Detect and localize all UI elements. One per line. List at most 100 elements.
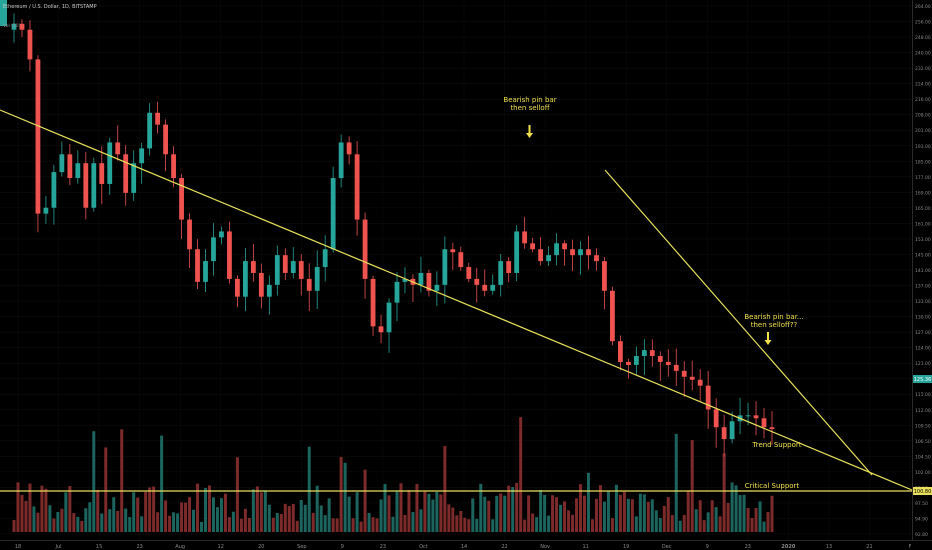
volume-bar [694,509,698,532]
x-tick-label: Jul [55,544,62,550]
candle-body [625,361,631,365]
candle-body [354,154,360,220]
volume-bar [84,508,88,532]
volume-bar [423,491,427,532]
y-tick-label: 264.00 [915,4,931,10]
y-tick-label: 145.00 [915,252,931,258]
volume-bar [770,495,774,532]
symbol-title: Ethereum / U.S. Dollar, 1D, BITSTAMP [3,4,97,10]
x-tick-label: 23 [745,544,751,550]
annotation-critical-support: Critical Support [745,482,800,490]
candle-body [386,302,392,333]
candle-body [27,29,33,60]
volume-bar [674,433,678,532]
volume-indicator-label[interactable]: Vol (20) [3,23,21,29]
volume-bar [299,500,303,532]
volume-bar [447,504,451,532]
volume-bar [152,486,156,532]
x-tick-label: 19 [623,544,629,550]
candle-body [610,290,615,342]
candle-body [274,255,280,285]
y-tick-label: 133.00 [915,299,931,305]
volume-bar [331,518,335,532]
volume-bar [698,500,702,532]
volume-bar [547,515,551,532]
x-tick-label: 2020 [781,544,795,550]
volume-bar [132,492,136,532]
volume-bar [192,509,196,532]
volume-bar [610,518,614,532]
annotation-trend-support: Trend Support [751,441,801,449]
volume-bar [128,517,132,532]
volume-bar [491,519,495,532]
volume-bar [235,457,239,532]
candle-body [290,261,296,273]
volume-bar [387,495,391,532]
candle-body [338,142,344,179]
volume-bar [654,510,658,532]
candle-body [434,284,440,291]
y-tick-label: 232.00 [915,66,931,72]
candle-body [83,163,89,208]
volume-bar [706,512,710,532]
y-tick-label: 121.00 [915,361,931,367]
candle-body [657,356,663,362]
candle-body [11,23,17,30]
candle-body [681,370,687,377]
y-tick-label: 97.50 [915,501,928,507]
candle-body [107,142,113,184]
y-tick-label: 104.50 [915,454,931,460]
y-tick-label: 161.00 [915,221,931,227]
volume-bar [100,513,104,532]
volume-bar [180,502,184,532]
candle-body [139,148,145,164]
volume-bar [136,497,140,532]
volume-bar [399,483,403,532]
volume-bar [172,512,176,532]
time-axis[interactable]: 18 Jul 15 23 Aug 12 20 Sep 9 23 Oct 14 22 Nov 11 19 Dec 9… [0,540,932,550]
candle-body [586,249,591,256]
candle-body [602,261,607,291]
y-tick-label: 193.00 [915,144,931,150]
candle-body [35,59,41,214]
volume-bar [367,512,371,532]
volume-bar [463,517,467,532]
candle-body [665,361,671,365]
volume-bar [319,505,323,532]
candle-body [426,272,432,291]
volume-bar [96,489,100,532]
volume-bar [108,509,112,532]
candle-body [43,207,49,214]
volume-bar [467,519,471,532]
volume-bar [642,494,646,532]
volume-bar [251,489,255,532]
candle-body [769,427,775,430]
x-tick-label: 23 [380,544,386,550]
volume-bar [734,485,738,532]
volume-bar [762,521,766,532]
volume-bar [52,518,56,532]
volume-bar [571,514,575,532]
volume-bar [718,516,722,532]
volume-bar [682,514,686,532]
x-tick-label: 20 [258,544,264,550]
volume-bar [690,440,694,532]
volume-bar [658,518,662,532]
volume-bar [495,495,499,532]
candle-body [594,255,599,262]
x-tick-label: 11 [582,544,588,550]
volume-bar [104,447,108,532]
volume-bar [511,487,515,532]
svg-text:then selloff: then selloff [510,104,549,112]
volume-bar [527,495,531,532]
x-tick-label: 14 [461,544,467,550]
critical-support-price-tag: 100.80 [913,487,932,495]
volume-bar [391,516,395,532]
y-tick-label: 201.00 [915,128,931,134]
volume-bar [742,494,746,532]
y-tick-label: 216.00 [915,97,931,103]
price-candles [11,13,775,457]
volume-bar [48,505,52,532]
